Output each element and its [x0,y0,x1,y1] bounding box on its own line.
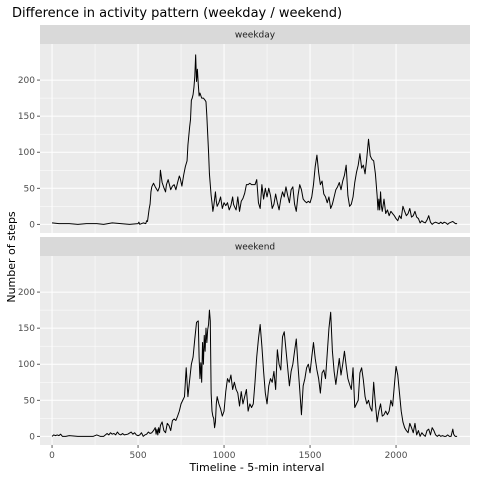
series-line-weekend [51,309,458,437]
chart-title: Difference in activity pattern (weekday … [12,6,342,21]
panel-background-weekday [40,44,470,233]
gridlines-weekend [40,256,470,445]
y-axis-title: Number of steps [5,211,18,303]
x-tick-label: 1500 [299,451,322,461]
panel-background-weekend [40,256,470,445]
panel-weekday: weekday 0 50 100 150 200 [18,25,470,233]
strip-label-weekday: weekday [235,31,276,41]
strip-weekday [40,25,470,44]
y-tick-labels-weekend: 0 50 100 150 200 [18,288,40,442]
x-tick-label: 1000 [213,451,236,461]
strip-label-weekend: weekend [235,243,275,253]
y-tick-label: 200 [18,76,35,86]
x-tick-label: 0 [49,451,55,461]
y-tick-label: 100 [18,360,35,370]
y-tick-label: 150 [18,324,35,334]
y-tick-labels-weekday: 0 50 100 150 200 [18,76,40,230]
y-tick-label: 0 [29,432,35,442]
y-tick-label: 200 [18,288,35,298]
strip-weekend [40,237,470,256]
y-tick-label: 150 [18,112,35,122]
x-axis-title: Timeline - 5-min interval [189,461,325,474]
x-tick-label: 500 [129,451,146,461]
x-tick-labels: 0 500 1000 1500 2000 [49,445,408,461]
y-tick-label: 50 [24,184,36,194]
x-tick-label: 2000 [385,451,408,461]
y-tick-label: 100 [18,148,35,158]
panel-weekend: weekend 0 50 100 150 200 [18,237,470,445]
series-line-weekday [51,54,458,225]
y-tick-label: 0 [29,220,35,230]
y-tick-label: 50 [24,396,36,406]
